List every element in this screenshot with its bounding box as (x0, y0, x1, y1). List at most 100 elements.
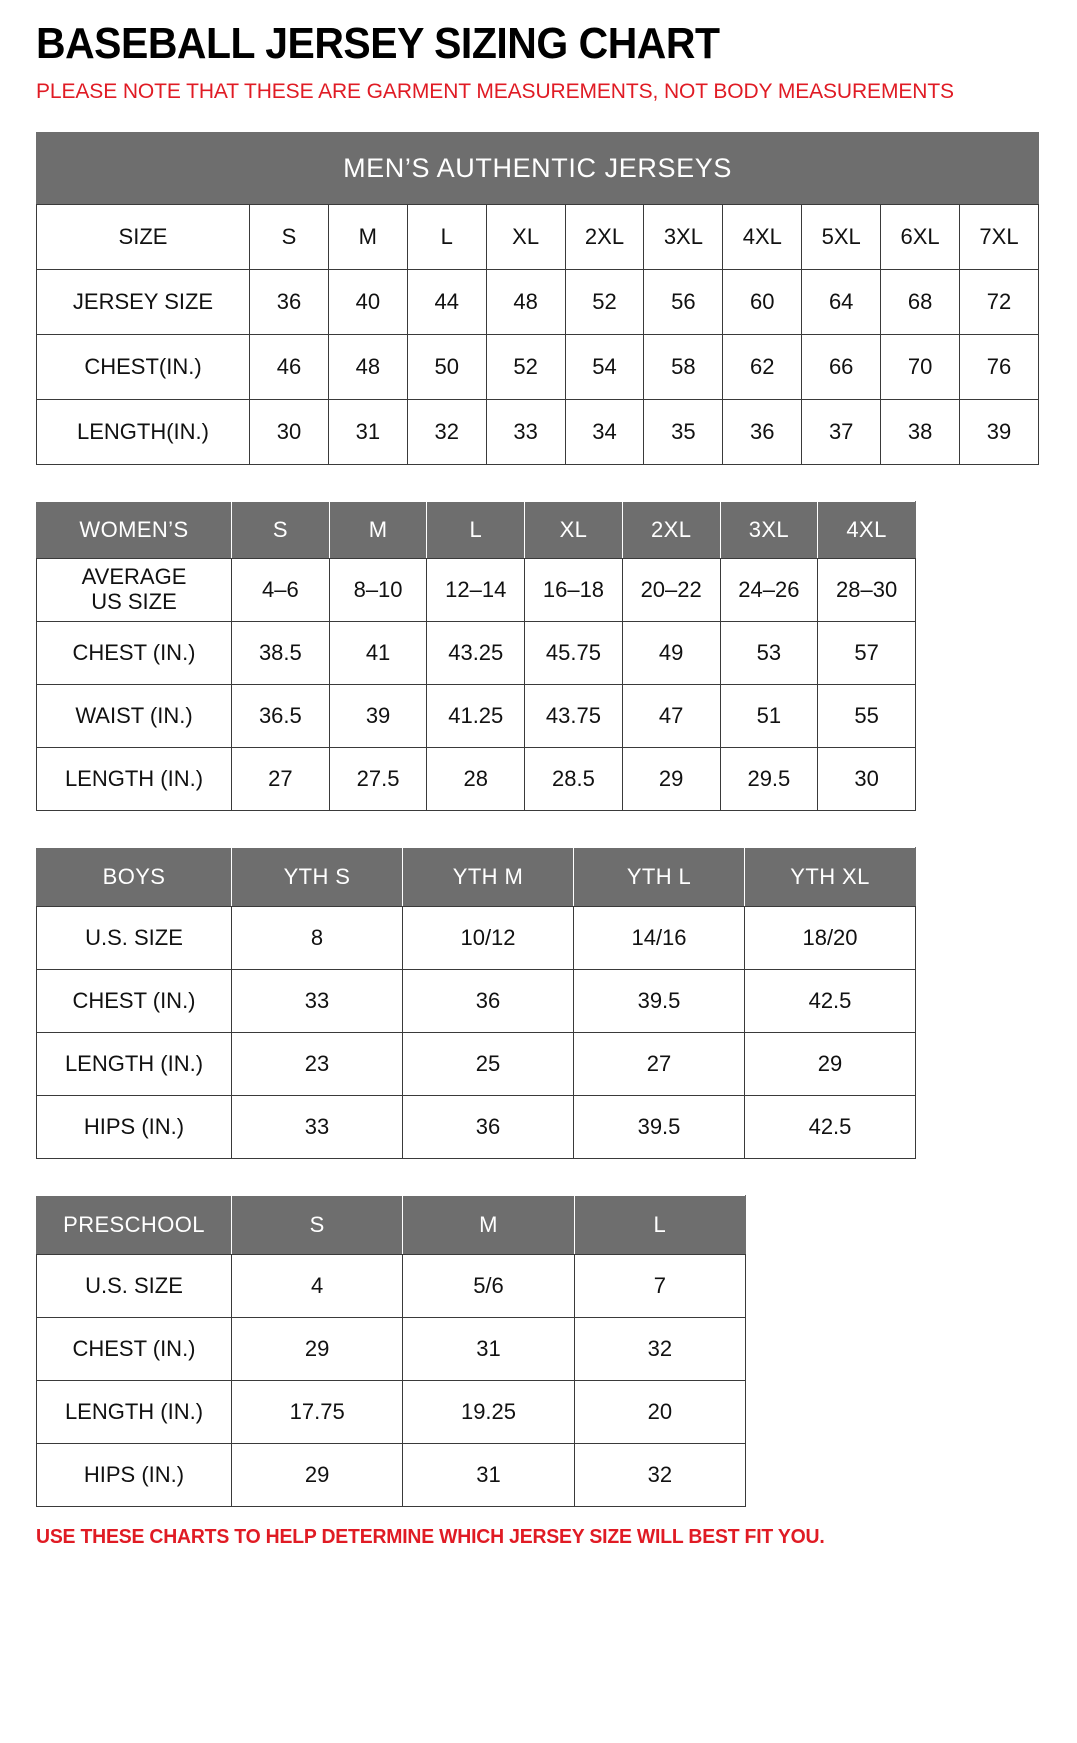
mens-cell: 52 (564, 268, 645, 335)
mens-cell: 48 (485, 268, 566, 335)
womens-header-row: WOMEN’S S M L XL 2XL 3XL 4XL (36, 500, 916, 559)
womens-cell: 27 (231, 746, 330, 811)
mens-cell: 44 (406, 268, 487, 335)
mens-table-body: SIZE S M L XL 2XL 3XL 4XL 5XL 6XL 7XL JERSEY SIZE 36… (36, 203, 1039, 465)
womens-cell: 51 (719, 683, 819, 748)
preschool-header-row: PRESCHOOL S M L (36, 1194, 747, 1255)
preschool-row-label: CHEST (IN.) (36, 1316, 232, 1381)
womens-cell: 12–14 (426, 557, 526, 622)
womens-cell: 24–26 (719, 557, 819, 622)
table-row: CHEST (IN.) 33 36 39.5 42.5 (36, 968, 916, 1033)
preschool-cell: 7 (573, 1253, 747, 1318)
mens-cell: 39 (959, 398, 1039, 465)
boys-cell: 29 (744, 1031, 916, 1096)
boys-cell: 18/20 (744, 905, 916, 970)
womens-cell: 43.25 (426, 620, 526, 685)
garment-measurement-note: PLEASE NOTE THAT THESE ARE GARMENT MEASU… (36, 80, 954, 103)
mens-cell: 31 (327, 398, 408, 465)
row-label-line2: US SIZE (91, 588, 177, 614)
womens-cell: 20–22 (621, 557, 721, 622)
womens-cell: 8–10 (328, 557, 428, 622)
boys-row-label: CHEST (IN.) (36, 968, 232, 1033)
mens-cell: 66 (801, 333, 882, 400)
boys-cell: 14/16 (573, 905, 745, 970)
mens-column-header: 4XL (722, 203, 803, 270)
womens-column-header: S (231, 500, 330, 559)
mens-row-label: LENGTH(IN.) (36, 398, 250, 465)
boys-table-section: BOYS YTH S YTH M YTH L YTH XL U.S. SIZE 8 10/12… (36, 846, 1041, 1159)
boys-cell: 39.5 (573, 968, 745, 1033)
preschool-cell: 4 (230, 1253, 404, 1318)
preschool-sizing-table: PRESCHOOL S M L U.S. SIZE 4 5/6 7 CHEST (IN.) 29 3… (36, 1194, 747, 1507)
womens-cell: 53 (719, 620, 819, 685)
boys-cell: 42.5 (744, 1094, 916, 1159)
womens-cell: 49 (621, 620, 721, 685)
womens-table-body: WOMEN’S S M L XL 2XL 3XL 4XL AVERAGE US SIZE 4–6 8–… (36, 500, 916, 811)
boys-column-header: YTH S (231, 846, 403, 907)
womens-row-label: WAIST (IN.) (36, 683, 232, 748)
table-row: WAIST (IN.) 36.5 39 41.25 43.75 47 51 55 (36, 683, 916, 748)
mens-cell: 62 (722, 333, 803, 400)
boys-column-header: YTH XL (744, 846, 916, 907)
mens-row-label: JERSEY SIZE (36, 268, 250, 335)
mens-column-header: L (406, 203, 487, 270)
mens-cell: 68 (880, 268, 961, 335)
mens-cell: 46 (249, 333, 329, 400)
page-title: BASEBALL JERSEY SIZING CHART (36, 19, 720, 68)
womens-cell: 30 (817, 746, 916, 811)
womens-cell: 29.5 (719, 746, 819, 811)
womens-cell: 16–18 (524, 557, 623, 622)
boys-row-label: U.S. SIZE (36, 905, 232, 970)
mens-cell: 54 (564, 333, 645, 400)
table-row: JERSEY SIZE 36 40 44 48 52 56 60 64 68 72 (36, 268, 1039, 335)
boys-table-body: BOYS YTH S YTH M YTH L YTH XL U.S. SIZE 8 10/12… (36, 846, 916, 1159)
mens-column-header: M (327, 203, 408, 270)
mens-table-section: MEN’S AUTHENTIC JERSEYS SIZE S M L XL 2XL 3XL 4… (36, 131, 1041, 465)
preschool-row-label: U.S. SIZE (36, 1253, 232, 1318)
preschool-table-body: PRESCHOOL S M L U.S. SIZE 4 5/6 7 CHEST (IN.) 29 3… (36, 1194, 747, 1507)
mens-column-header: 2XL (564, 203, 645, 270)
mens-cell: 30 (249, 398, 329, 465)
table-row: LENGTH (IN.) 17.75 19.25 20 (36, 1379, 747, 1444)
boys-cell: 33 (231, 968, 403, 1033)
table-row: LENGTH (IN.) 23 25 27 29 (36, 1031, 916, 1096)
mens-cell: 48 (327, 333, 408, 400)
womens-row-label: AVERAGE US SIZE (36, 557, 232, 622)
table-row: LENGTH (IN.) 27 27.5 28 28.5 29 29.5 30 (36, 746, 916, 811)
boys-cell: 10/12 (402, 905, 574, 970)
mens-cell: 36 (249, 268, 329, 335)
boys-sizing-table: BOYS YTH S YTH M YTH L YTH XL U.S. SIZE 8 10/12… (36, 846, 916, 1159)
preschool-cell: 32 (573, 1316, 747, 1381)
boys-cell: 25 (402, 1031, 574, 1096)
mens-cell: 34 (564, 398, 645, 465)
mens-row-label: CHEST(IN.) (36, 333, 250, 400)
mens-cell: 37 (801, 398, 882, 465)
table-row: U.S. SIZE 4 5/6 7 (36, 1253, 747, 1318)
preschool-row-label: HIPS (IN.) (36, 1442, 232, 1507)
womens-header-corner: WOMEN’S (36, 500, 232, 559)
mens-cell: 33 (485, 398, 566, 465)
mens-sizing-table: SIZE S M L XL 2XL 3XL 4XL 5XL 6XL 7XL JERSEY SIZE 36… (36, 203, 1039, 465)
boys-cell: 27 (573, 1031, 745, 1096)
boys-cell: 8 (231, 905, 403, 970)
preschool-cell: 31 (402, 1442, 575, 1507)
boys-cell: 36 (402, 968, 574, 1033)
preschool-cell: 29 (230, 1442, 404, 1507)
mens-cell: 64 (801, 268, 882, 335)
mens-cell: 60 (722, 268, 803, 335)
mens-cell: 40 (327, 268, 408, 335)
mens-cell: 38 (880, 398, 961, 465)
mens-cell: 76 (959, 333, 1039, 400)
table-row: CHEST (IN.) 38.5 41 43.25 45.75 49 53 57 (36, 620, 916, 685)
womens-cell: 57 (817, 620, 916, 685)
table-row: HIPS (IN.) 29 31 32 (36, 1442, 747, 1507)
mens-cell: 36 (722, 398, 803, 465)
preschool-column-header: M (402, 1194, 575, 1255)
womens-cell: 29 (621, 746, 721, 811)
mens-cell: 50 (406, 333, 487, 400)
womens-cell: 28.5 (524, 746, 623, 811)
womens-column-header: M (328, 500, 428, 559)
preschool-cell: 31 (402, 1316, 575, 1381)
womens-table-section: WOMEN’S S M L XL 2XL 3XL 4XL AVERAGE US SIZE 4–6 8–… (36, 500, 1041, 811)
